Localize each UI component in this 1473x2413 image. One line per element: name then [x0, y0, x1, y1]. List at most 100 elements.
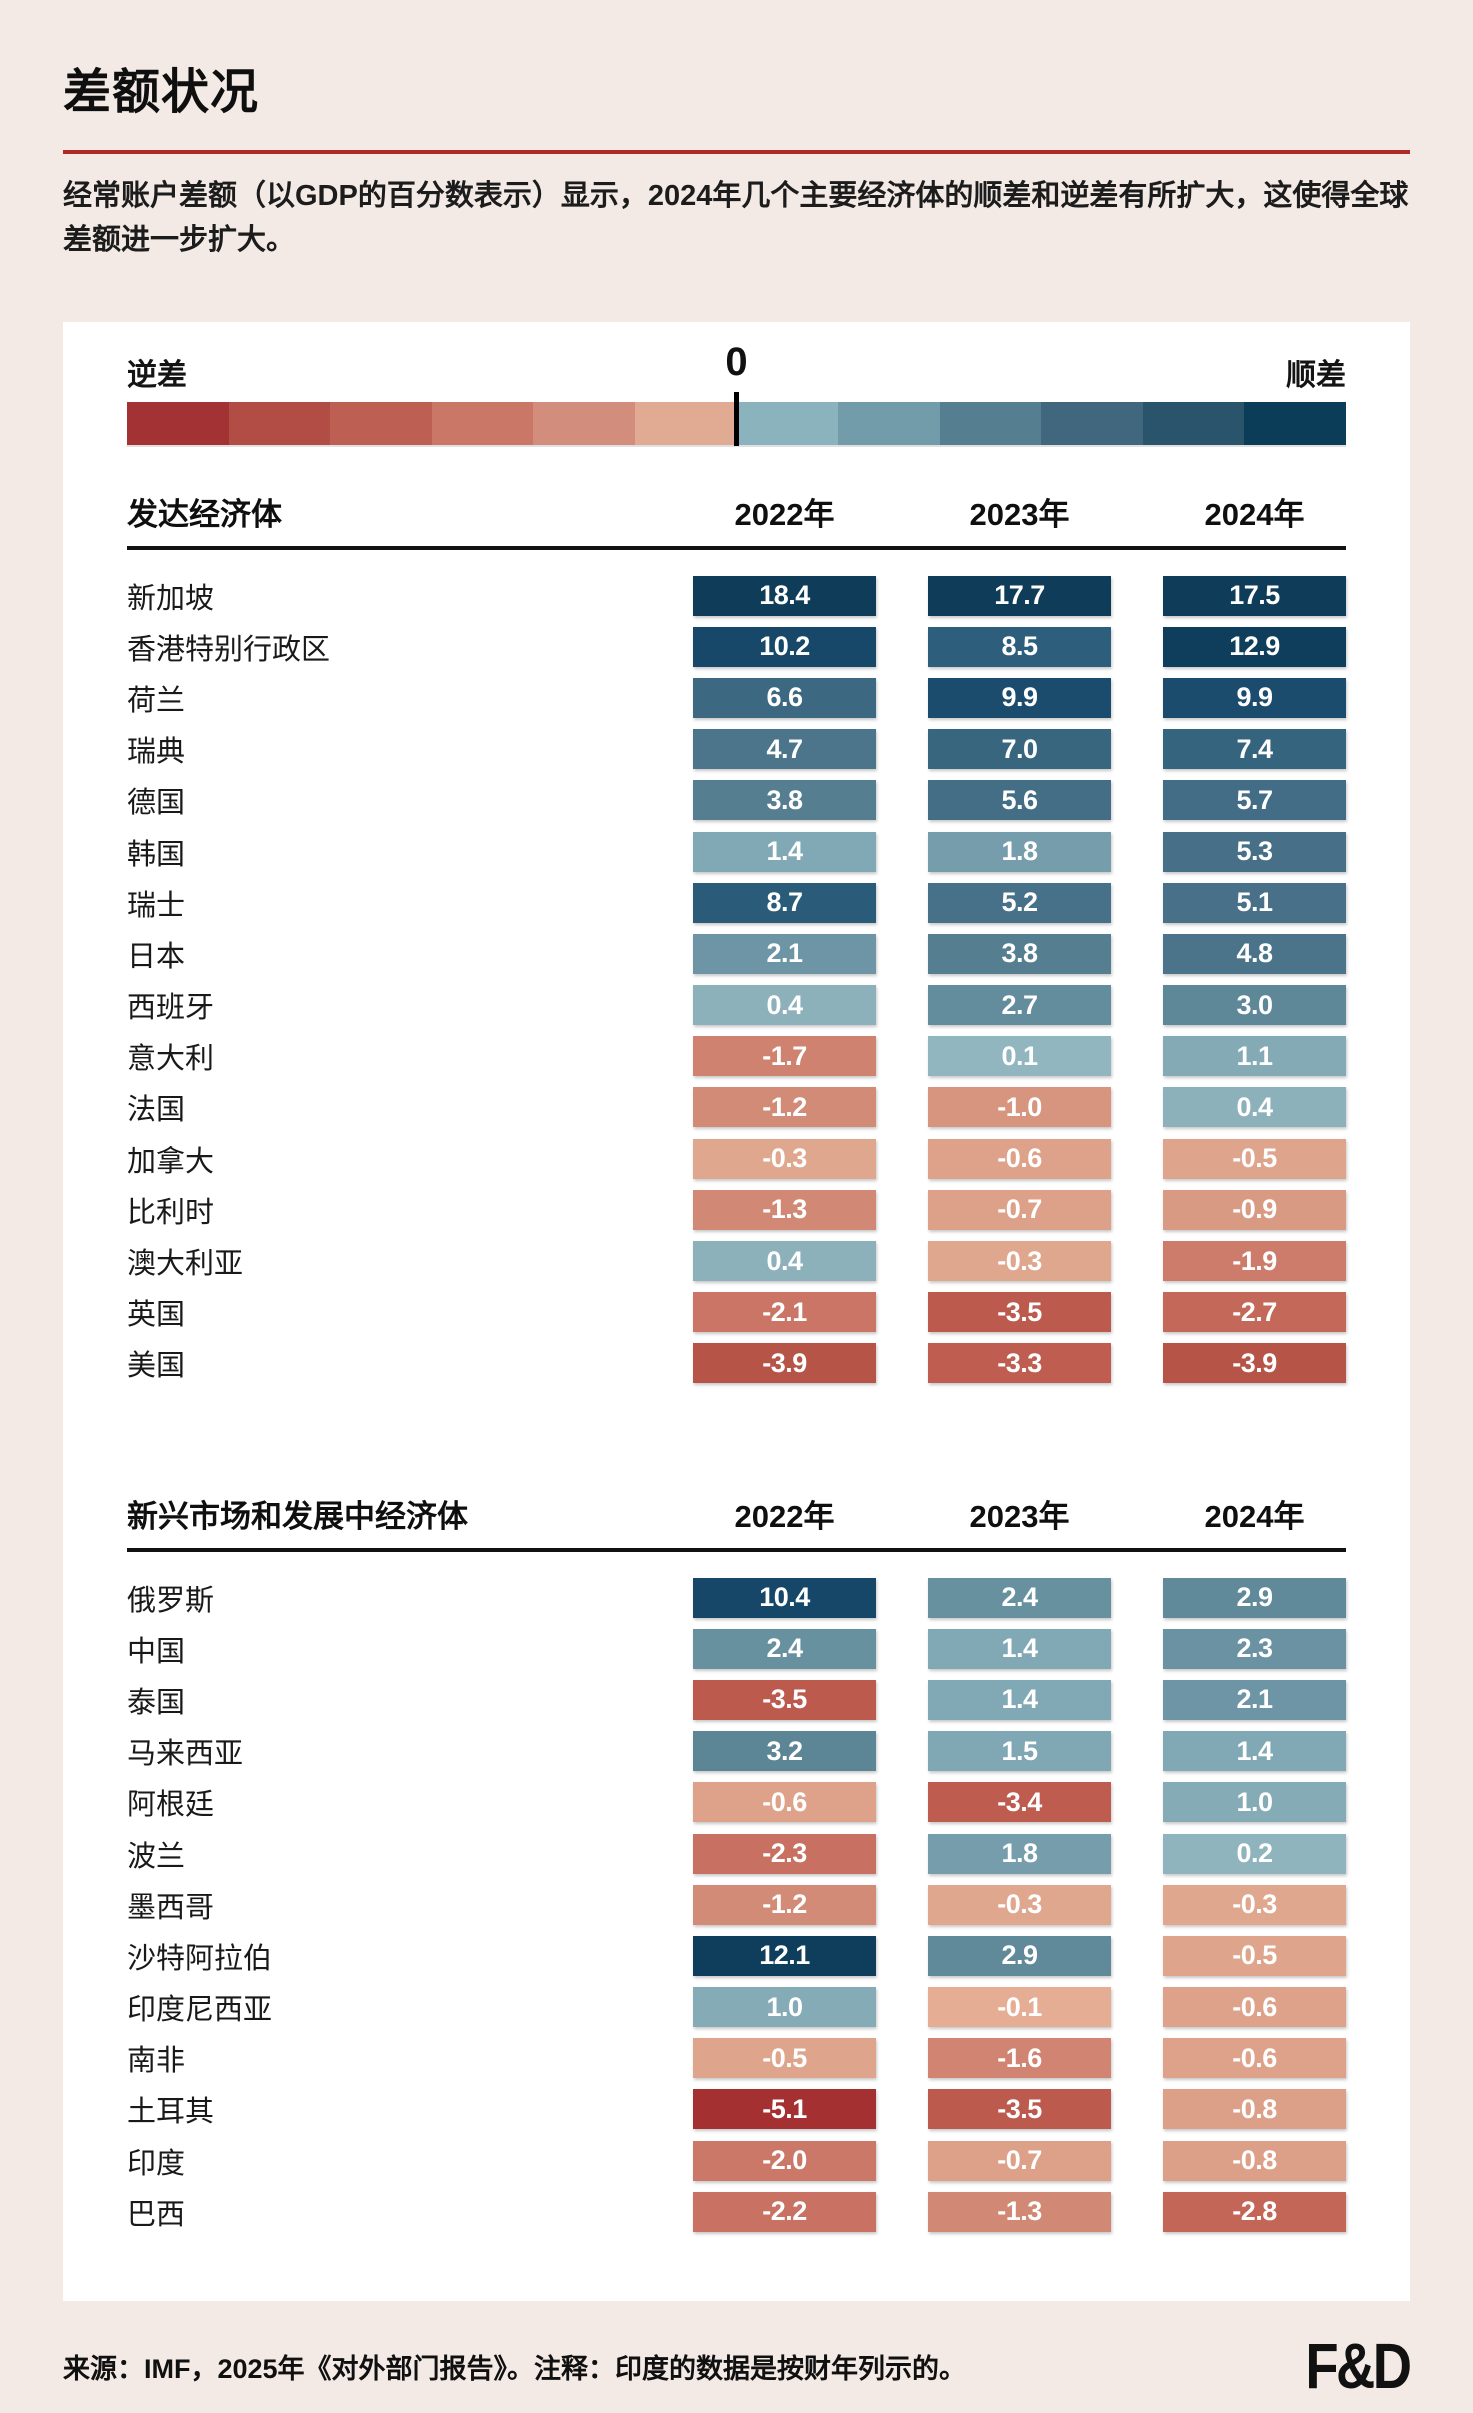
- legend-swatch: [127, 402, 229, 445]
- value-cell: -3.5: [928, 2089, 1111, 2130]
- table-row: 巴西 -2.2 -1.3 -2.8: [127, 2186, 1346, 2237]
- legend-swatch: [228, 402, 331, 445]
- value-cell: -1.3: [693, 1189, 876, 1230]
- value-cell: -0.9: [1163, 1189, 1346, 1230]
- value-cell: 5.6: [928, 780, 1111, 821]
- table-row: 印度尼西亚 1.0 -0.1 -0.6: [127, 1982, 1346, 2033]
- page-subtitle: 经常账户差额（以GDP的百分数表示）显示，2024年几个主要经济体的顺差和逆差有…: [63, 180, 1409, 256]
- table-row: 瑞士 8.7 5.2 5.1: [127, 877, 1346, 928]
- value-cell: 2.7: [928, 985, 1111, 1026]
- country-label: 印度: [127, 2147, 186, 2180]
- value-cell: -0.3: [693, 1138, 876, 1179]
- country-label: 日本: [127, 940, 186, 973]
- value-cell: 2.1: [693, 933, 876, 974]
- year-column-header: 2024年: [1204, 1499, 1305, 1534]
- country-label: 美国: [127, 1350, 186, 1383]
- country-label: 加拿大: [127, 1145, 215, 1178]
- group-rows: 新加坡 18.4 17.7 17.5 香港特别行政区 10.2 8.5 12.9 荷兰 6.6 9.…: [127, 570, 1346, 1389]
- table-row: 加拿大 -0.3 -0.6 -0.5: [127, 1133, 1346, 1184]
- value-cell: 0.4: [693, 985, 876, 1026]
- value-cell: -2.2: [693, 2191, 876, 2232]
- table-row: 南非 -0.5 -1.6 -0.6: [127, 2033, 1346, 2084]
- value-cell: 4.7: [693, 729, 876, 770]
- table-row: 英国 -2.1 -3.5 -2.7: [127, 1287, 1346, 1338]
- table-row: 马来西亚 3.2 1.5 1.4: [127, 1726, 1346, 1777]
- country-label: 波兰: [127, 1840, 186, 1873]
- value-cell: -0.3: [1163, 1884, 1346, 1925]
- value-cell: -0.6: [693, 1782, 876, 1823]
- value-cell: 8.5: [928, 626, 1111, 667]
- country-label: 墨西哥: [127, 1891, 215, 1924]
- table-row: 比利时 -1.3 -0.7 -0.9: [127, 1184, 1346, 1235]
- value-cell: 12.1: [693, 1935, 876, 1976]
- legend-surplus-label: 顺差: [1286, 359, 1346, 392]
- table-row: 土耳其 -5.1 -3.5 -0.8: [127, 2084, 1346, 2135]
- country-label: 英国: [127, 1299, 186, 1332]
- value-cell: -3.4: [928, 1782, 1111, 1823]
- legend-swatch: [1142, 402, 1245, 445]
- legend-deficit-label: 逆差: [127, 359, 187, 392]
- table-row: 俄罗斯 10.4 2.4 2.9: [127, 1572, 1346, 1623]
- country-label: 荷兰: [127, 684, 186, 717]
- value-cell: -0.8: [1163, 2140, 1346, 2181]
- table-row: 中国 2.4 1.4 2.3: [127, 1623, 1346, 1674]
- legend-swatch: [1041, 402, 1143, 445]
- page-title: 差额状况: [63, 66, 260, 119]
- table-row: 日本 2.1 3.8 4.8: [127, 928, 1346, 979]
- country-label: 香港特别行政区: [127, 633, 331, 666]
- value-cell: 1.4: [928, 1679, 1111, 1720]
- country-label: 德国: [127, 787, 186, 820]
- value-cell: -1.6: [928, 2038, 1111, 2079]
- value-cell: -0.3: [928, 1241, 1111, 1282]
- value-cell: -3.5: [693, 1679, 876, 1720]
- value-cell: -0.6: [928, 1138, 1111, 1179]
- value-cell: 1.0: [693, 1987, 876, 2028]
- value-cell: 10.4: [693, 1577, 876, 1618]
- value-cell: 2.4: [928, 1577, 1111, 1618]
- tables: 发达经济体 2022年 2023年 2024年 新加坡 18.4 17.7 17.5 香港特别行…: [127, 489, 1346, 2237]
- value-cell: 0.2: [1163, 1833, 1346, 1874]
- country-label: 沙特阿拉伯: [127, 1942, 273, 1975]
- country-label: 法国: [127, 1094, 186, 1127]
- country-label: 马来西亚: [127, 1738, 244, 1771]
- value-cell: 2.1: [1163, 1679, 1346, 1720]
- value-cell: -1.3: [928, 2191, 1111, 2232]
- country-label: 阿根廷: [127, 1789, 215, 1822]
- value-cell: 17.7: [928, 575, 1111, 616]
- year-column-header: 2023年: [969, 1499, 1070, 1534]
- table-row: 澳大利亚 0.4 -0.3 -1.9: [127, 1235, 1346, 1286]
- table-row: 美国 -3.9 -3.3 -3.9: [127, 1338, 1346, 1389]
- value-cell: -3.9: [1163, 1343, 1346, 1384]
- value-cell: 8.7: [693, 882, 876, 923]
- group-title: 新兴市场和发展中经济体: [127, 1499, 468, 1534]
- value-cell: 1.5: [928, 1731, 1111, 1772]
- value-cell: -1.0: [928, 1087, 1111, 1128]
- value-cell: -0.5: [1163, 1935, 1346, 1976]
- value-cell: 7.4: [1163, 729, 1346, 770]
- value-cell: 0.4: [693, 1241, 876, 1282]
- value-cell: 6.6: [693, 677, 876, 718]
- legend-swatch: [634, 402, 737, 445]
- table-row: 法国 -1.2 -1.0 0.4: [127, 1082, 1346, 1133]
- value-cell: -0.3: [928, 1884, 1111, 1925]
- color-scale-legend: 逆差 顺差 0: [127, 340, 1346, 446]
- value-cell: 2.4: [693, 1628, 876, 1669]
- country-label: 俄罗斯: [127, 1584, 215, 1617]
- legend-swatch: [736, 402, 839, 445]
- year-column-header: 2024年: [1204, 497, 1305, 532]
- value-cell: -0.7: [928, 1189, 1111, 1230]
- value-cell: 5.3: [1163, 831, 1346, 872]
- country-label: 瑞典: [127, 736, 186, 769]
- fd-logo: F&D: [1305, 2330, 1413, 2403]
- value-cell: 5.1: [1163, 882, 1346, 923]
- legend-labels: 逆差 顺差: [127, 348, 1346, 394]
- legend-swatch: [939, 402, 1042, 445]
- country-label: 西班牙: [127, 992, 215, 1025]
- year-column-header: 2023年: [969, 497, 1070, 532]
- value-cell: -1.7: [693, 1036, 876, 1077]
- value-cell: 0.1: [928, 1036, 1111, 1077]
- value-cell: 10.2: [693, 626, 876, 667]
- country-label: 巴西: [127, 2198, 186, 2231]
- page-header: 差额状况 经常账户差额（以GDP的百分数表示）显示，2024年几个主要经济体的顺…: [0, 0, 1473, 262]
- table-row: 阿根廷 -0.6 -3.4 1.0: [127, 1777, 1346, 1828]
